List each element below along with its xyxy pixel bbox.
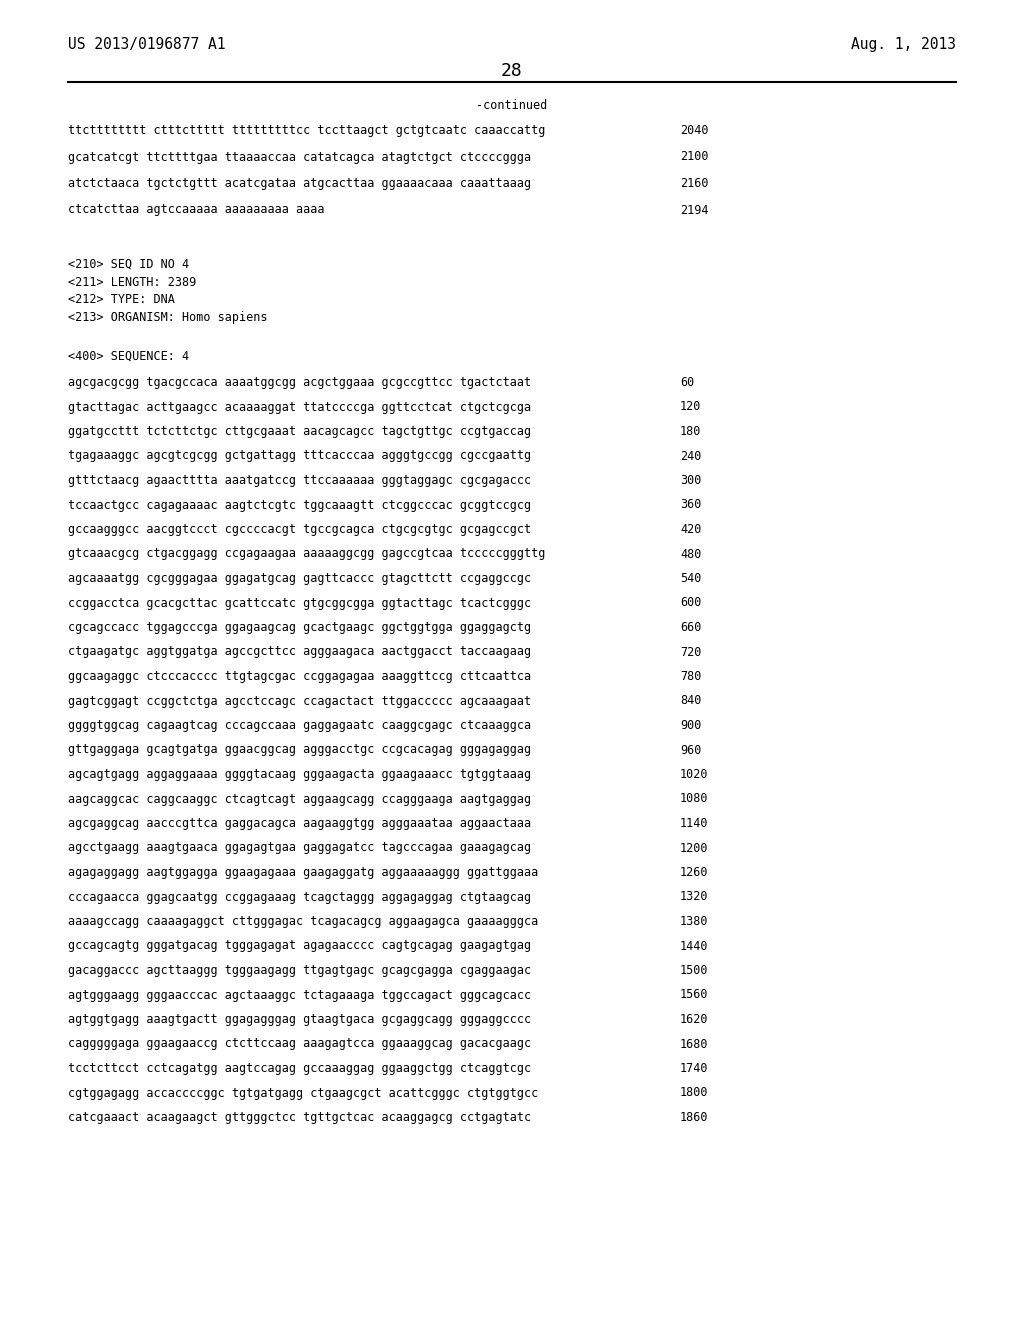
Text: gccaagggcc aacggtccct cgccccacgt tgccgcagca ctgcgcgtgc gcgagccgct: gccaagggcc aacggtccct cgccccacgt tgccgca…: [68, 523, 531, 536]
Text: 2160: 2160: [680, 177, 709, 190]
Text: gtacttagac acttgaagcc acaaaaggat ttatccccga ggttcctcat ctgctcgcga: gtacttagac acttgaagcc acaaaaggat ttatccc…: [68, 400, 531, 413]
Text: agcaaaatgg cgcgggagaa ggagatgcag gagttcaccc gtagcttctt ccgaggccgc: agcaaaatgg cgcgggagaa ggagatgcag gagttca…: [68, 572, 531, 585]
Text: -continued: -continued: [476, 99, 548, 112]
Text: 1440: 1440: [680, 940, 709, 953]
Text: agtgggaagg gggaacccac agctaaaggc tctagaaaga tggccagact gggcagcacc: agtgggaagg gggaacccac agctaaaggc tctagaa…: [68, 989, 531, 1002]
Text: ctcatcttaa agtccaaaaa aaaaaaaaa aaaa: ctcatcttaa agtccaaaaa aaaaaaaaa aaaa: [68, 203, 325, 216]
Text: 1140: 1140: [680, 817, 709, 830]
Text: agagaggagg aagtggagga ggaagagaaa gaagaggatg aggaaaaaggg ggattggaaa: agagaggagg aagtggagga ggaagagaaa gaagagg…: [68, 866, 539, 879]
Text: 1320: 1320: [680, 891, 709, 903]
Text: gccagcagtg gggatgacag tgggagagat agagaacccc cagtgcagag gaagagtgag: gccagcagtg gggatgacag tgggagagat agagaac…: [68, 940, 531, 953]
Text: ggatgccttt tctcttctgc cttgcgaaat aacagcagcc tagctgttgc ccgtgaccag: ggatgccttt tctcttctgc cttgcgaaat aacagca…: [68, 425, 531, 438]
Text: 1080: 1080: [680, 792, 709, 805]
Text: 720: 720: [680, 645, 701, 659]
Text: gtttctaacg agaactttta aaatgatccg ttccaaaaaa gggtaggagc cgcgagaccc: gtttctaacg agaactttta aaatgatccg ttccaaa…: [68, 474, 531, 487]
Text: 240: 240: [680, 450, 701, 462]
Text: tgagaaaggc agcgtcgcgg gctgattagg tttcacccaa agggtgccgg cgccgaattg: tgagaaaggc agcgtcgcgg gctgattagg tttcacc…: [68, 450, 531, 462]
Text: 1020: 1020: [680, 768, 709, 781]
Text: 2100: 2100: [680, 150, 709, 164]
Text: atctctaaca tgctctgttt acatcgataa atgcacttaa ggaaaacaaa caaattaaag: atctctaaca tgctctgttt acatcgataa atgcact…: [68, 177, 531, 190]
Text: US 2013/0196877 A1: US 2013/0196877 A1: [68, 37, 225, 51]
Text: 1200: 1200: [680, 842, 709, 854]
Text: 780: 780: [680, 671, 701, 682]
Text: 2194: 2194: [680, 203, 709, 216]
Text: 600: 600: [680, 597, 701, 610]
Text: gtcaaacgcg ctgacggagg ccgagaagaa aaaaaggcgg gagccgtcaa tcccccgggttg: gtcaaacgcg ctgacggagg ccgagaagaa aaaaagg…: [68, 548, 546, 561]
Text: gttgaggaga gcagtgatga ggaacggcag agggacctgc ccgcacagag gggagaggag: gttgaggaga gcagtgatga ggaacggcag agggacc…: [68, 743, 531, 756]
Text: cccagaacca ggagcaatgg ccggagaaag tcagctaggg aggagaggag ctgtaagcag: cccagaacca ggagcaatgg ccggagaaag tcagcta…: [68, 891, 531, 903]
Text: 180: 180: [680, 425, 701, 438]
Text: 120: 120: [680, 400, 701, 413]
Text: 660: 660: [680, 620, 701, 634]
Text: <212> TYPE: DNA: <212> TYPE: DNA: [68, 293, 175, 306]
Text: 2040: 2040: [680, 124, 709, 137]
Text: <211> LENGTH: 2389: <211> LENGTH: 2389: [68, 276, 197, 289]
Text: agcgaggcag aacccgttca gaggacagca aagaaggtgg agggaaataa aggaactaaa: agcgaggcag aacccgttca gaggacagca aagaagg…: [68, 817, 531, 830]
Text: ttctttttttt ctttcttttt tttttttttcc tccttaagct gctgtcaatc caaaccattg: ttctttttttt ctttcttttt tttttttttcc tcctt…: [68, 124, 546, 137]
Text: 60: 60: [680, 376, 694, 389]
Text: 1620: 1620: [680, 1012, 709, 1026]
Text: 1800: 1800: [680, 1086, 709, 1100]
Text: cgcagccacc tggagcccga ggagaagcag gcactgaagc ggctggtgga ggaggagctg: cgcagccacc tggagcccga ggagaagcag gcactga…: [68, 620, 531, 634]
Text: aaaagccagg caaaagaggct cttgggagac tcagacagcg aggaagagca gaaaagggca: aaaagccagg caaaagaggct cttgggagac tcagac…: [68, 915, 539, 928]
Text: agcctgaagg aaagtgaaca ggagagtgaa gaggagatcc tagcccagaa gaaagagcag: agcctgaagg aaagtgaaca ggagagtgaa gaggaga…: [68, 842, 531, 854]
Text: 1740: 1740: [680, 1063, 709, 1074]
Text: 840: 840: [680, 694, 701, 708]
Text: ccggacctca gcacgcttac gcattccatc gtgcggcgga ggtacttagc tcactcgggc: ccggacctca gcacgcttac gcattccatc gtgcggc…: [68, 597, 531, 610]
Text: 300: 300: [680, 474, 701, 487]
Text: agtggtgagg aaagtgactt ggagagggag gtaagtgaca gcgaggcagg gggaggcccc: agtggtgagg aaagtgactt ggagagggag gtaagtg…: [68, 1012, 531, 1026]
Text: aagcaggcac caggcaaggc ctcagtcagt aggaagcagg ccagggaaga aagtgaggag: aagcaggcac caggcaaggc ctcagtcagt aggaagc…: [68, 792, 531, 805]
Text: gagtcggagt ccggctctga agcctccagc ccagactact ttggaccccc agcaaagaat: gagtcggagt ccggctctga agcctccagc ccagact…: [68, 694, 531, 708]
Text: 1260: 1260: [680, 866, 709, 879]
Text: 540: 540: [680, 572, 701, 585]
Text: 1860: 1860: [680, 1111, 709, 1125]
Text: catcgaaact acaagaagct gttgggctcc tgttgctcac acaaggagcg cctgagtatc: catcgaaact acaagaagct gttgggctcc tgttgct…: [68, 1111, 531, 1125]
Text: 900: 900: [680, 719, 701, 733]
Text: tcctcttcct cctcagatgg aagtccagag gccaaaggag ggaaggctgg ctcaggtcgc: tcctcttcct cctcagatgg aagtccagag gccaaag…: [68, 1063, 531, 1074]
Text: gacaggaccc agcttaaggg tgggaagagg ttgagtgagc gcagcgagga cgaggaagac: gacaggaccc agcttaaggg tgggaagagg ttgagtg…: [68, 964, 531, 977]
Text: 360: 360: [680, 499, 701, 511]
Text: 28: 28: [501, 62, 523, 81]
Text: <213> ORGANISM: Homo sapiens: <213> ORGANISM: Homo sapiens: [68, 310, 267, 323]
Text: 960: 960: [680, 743, 701, 756]
Text: gcatcatcgt ttcttttgaa ttaaaaccaa catatcagca atagtctgct ctccccggga: gcatcatcgt ttcttttgaa ttaaaaccaa catatca…: [68, 150, 531, 164]
Text: ggcaagaggc ctcccacccc ttgtagcgac ccggagagaa aaaggttccg cttcaattca: ggcaagaggc ctcccacccc ttgtagcgac ccggaga…: [68, 671, 531, 682]
Text: <210> SEQ ID NO 4: <210> SEQ ID NO 4: [68, 257, 189, 271]
Text: 1380: 1380: [680, 915, 709, 928]
Text: 1500: 1500: [680, 964, 709, 977]
Text: agcgacgcgg tgacgccaca aaaatggcgg acgctggaaa gcgccgttcc tgactctaat: agcgacgcgg tgacgccaca aaaatggcgg acgctgg…: [68, 376, 531, 389]
Text: 420: 420: [680, 523, 701, 536]
Text: 480: 480: [680, 548, 701, 561]
Text: cagggggaga ggaagaaccg ctcttccaag aaagagtcca ggaaaggcag gacacgaagc: cagggggaga ggaagaaccg ctcttccaag aaagagt…: [68, 1038, 531, 1051]
Text: Aug. 1, 2013: Aug. 1, 2013: [851, 37, 956, 51]
Text: ggggtggcag cagaagtcag cccagccaaa gaggagaatc caaggcgagc ctcaaaggca: ggggtggcag cagaagtcag cccagccaaa gaggaga…: [68, 719, 531, 733]
Text: 1560: 1560: [680, 989, 709, 1002]
Text: ctgaagatgc aggtggatga agccgcttcc agggaagaca aactggacct taccaagaag: ctgaagatgc aggtggatga agccgcttcc agggaag…: [68, 645, 531, 659]
Text: tccaactgcc cagagaaaac aagtctcgtc tggcaaagtt ctcggcccac gcggtccgcg: tccaactgcc cagagaaaac aagtctcgtc tggcaaa…: [68, 499, 531, 511]
Text: <400> SEQUENCE: 4: <400> SEQUENCE: 4: [68, 350, 189, 363]
Text: cgtggagagg accaccccggc tgtgatgagg ctgaagcgct acattcgggc ctgtggtgcc: cgtggagagg accaccccggc tgtgatgagg ctgaag…: [68, 1086, 539, 1100]
Text: agcagtgagg aggaggaaaa ggggtacaag gggaagacta ggaagaaacc tgtggtaaag: agcagtgagg aggaggaaaa ggggtacaag gggaaga…: [68, 768, 531, 781]
Text: 1680: 1680: [680, 1038, 709, 1051]
